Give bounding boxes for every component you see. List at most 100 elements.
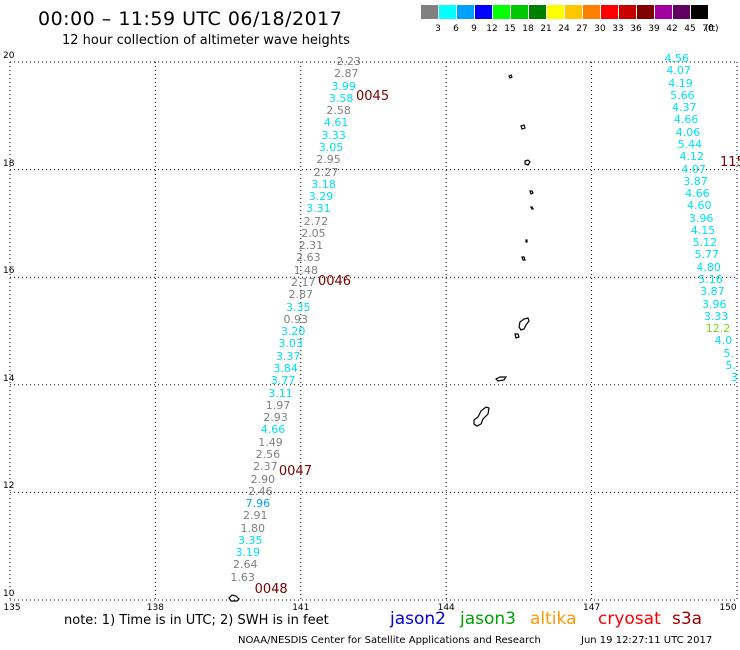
wave-height-value: 3.99 [331, 79, 356, 93]
wave-height-value: 3.11 [268, 386, 293, 400]
wave-height-value: 3.35 [238, 533, 263, 547]
longitude-tick-label: 147 [583, 603, 601, 613]
legend-swatch [475, 5, 492, 19]
track-time-label: 0048 [254, 582, 288, 597]
wave-height-value: 2.95 [316, 153, 341, 167]
wave-height-value: 2.27 [313, 165, 339, 179]
page-subtitle: 12 hour collection of altimeter wave hei… [62, 33, 350, 48]
legend-label: 30 [594, 24, 606, 34]
island-outline [473, 406, 490, 427]
island-outline [494, 376, 508, 382]
legend-label: 15 [504, 24, 516, 34]
wave-height-value: 2.23 [336, 55, 362, 68]
legend-swatch [547, 5, 564, 19]
wave-height-value: 2.17 [291, 276, 316, 290]
legend-swatch [691, 5, 708, 19]
wave-height-value: 2.93 [263, 411, 288, 425]
legend-label: 6 [453, 24, 459, 34]
island-outline [524, 159, 531, 166]
island-outline [521, 256, 526, 261]
wave-height-value: 5.66 [670, 88, 695, 102]
wave-height-value: 2.87 [288, 288, 314, 302]
wave-height-value: 3.18 [311, 177, 336, 191]
longitude-tick-label: 141 [292, 603, 310, 613]
island-outline [514, 333, 520, 339]
wave-height-value: 3.58 [328, 91, 354, 105]
wave-height-value: 3.03 [278, 337, 303, 351]
wave-height-value: 2.46 [248, 484, 273, 498]
wave-height-value: 1.80 [240, 521, 266, 535]
legend-swatch [565, 5, 582, 19]
wave-height-value: 1.63 [230, 570, 255, 584]
latitude-tick-label: 20 [3, 51, 15, 61]
longitude-tick-label: 144 [437, 603, 455, 613]
wave-height-value: 3.20 [280, 325, 306, 339]
wave-height-value: 4.19 [668, 76, 693, 90]
satellite-label: altika [530, 609, 577, 629]
wave-height-value: 3.35 [285, 300, 311, 314]
wave-height-value: 2.72 [303, 214, 329, 228]
island-outline [529, 190, 534, 195]
wave-height-value: 4.07 [666, 64, 691, 78]
credit-line: NOAA/NESDIS Center for Satellite Applica… [238, 635, 541, 646]
wave-height-value: 3 [730, 371, 738, 385]
satellite-label: jason3 [460, 609, 516, 629]
legend-swatch [493, 5, 510, 19]
latitude-tick-label: 16 [3, 266, 15, 277]
island-outline [520, 124, 526, 130]
wave-height-value: 7.96 [245, 497, 271, 511]
wave-height-value: 0.93 [283, 312, 308, 326]
wave-height-value: 3.31 [306, 202, 331, 216]
wave-height-value: 3.77 [270, 374, 296, 388]
longitude-tick-label: 150 [719, 603, 737, 613]
wave-height-value: 2.37 [253, 460, 278, 474]
wave-height-value: 2.58 [326, 104, 351, 118]
wave-height-value: 5.44 [677, 137, 703, 151]
wave-height-value: 4.61 [323, 116, 349, 130]
track-time-label: 0047 [278, 464, 312, 479]
track-time-label: 0045 [356, 89, 390, 104]
legend-label: 45 [684, 24, 696, 34]
legend-label: 36 [630, 24, 642, 34]
wave-height-value: 5.16 [698, 273, 723, 287]
wave-height-value: 3.19 [235, 546, 260, 560]
wave-height-value: 3.96 [688, 211, 714, 225]
legend-label: 18 [522, 24, 534, 34]
wave-height-value: 1.48 [293, 263, 319, 277]
island-outline [525, 239, 528, 243]
island-outline [508, 74, 513, 79]
wave-height-value: 5. [725, 359, 736, 372]
latitude-tick-label: 14 [3, 373, 15, 384]
island-outline [518, 317, 530, 331]
island-outline [530, 206, 534, 210]
wave-height-value: 2.91 [243, 509, 268, 523]
wave-height-value: 3.33 [703, 309, 729, 323]
page-title: 00:00 – 11:59 UTC 06/18/2017 [38, 8, 343, 30]
satellite-label: s3a [672, 609, 703, 629]
legend-unit: (ft) [705, 24, 719, 34]
wave-height-value: 4.66 [260, 423, 286, 437]
legend-swatch [583, 5, 600, 19]
legend-label: 24 [558, 24, 570, 34]
wave-height-value: 4.80 [696, 260, 721, 274]
wave-height-value: 4.66 [685, 187, 710, 201]
island-outline [228, 594, 240, 602]
wave-height-value: 1.49 [258, 435, 283, 449]
wave-height-value: 4.12 [679, 150, 705, 164]
latitude-tick-label: 10 [3, 589, 15, 599]
legend-swatch [529, 5, 546, 19]
wave-height-value: 4.37 [672, 101, 697, 115]
wave-height-value: 1.97 [265, 398, 291, 412]
legend-swatch [637, 5, 654, 19]
legend-label: 9 [471, 24, 477, 34]
wave-height-value: 5.77 [694, 248, 720, 262]
wave-height-value: 2.64 [232, 558, 258, 572]
legend-swatch [457, 5, 474, 19]
footer-note: note: 1) Time is in UTC; 2) SWH is in fe… [64, 613, 329, 628]
legend-label: 70 [702, 24, 714, 34]
legend-swatch [673, 5, 690, 19]
legend-swatch [619, 5, 636, 19]
legend-label: 39 [648, 24, 660, 34]
wave-height-value: 4.06 [675, 125, 701, 139]
